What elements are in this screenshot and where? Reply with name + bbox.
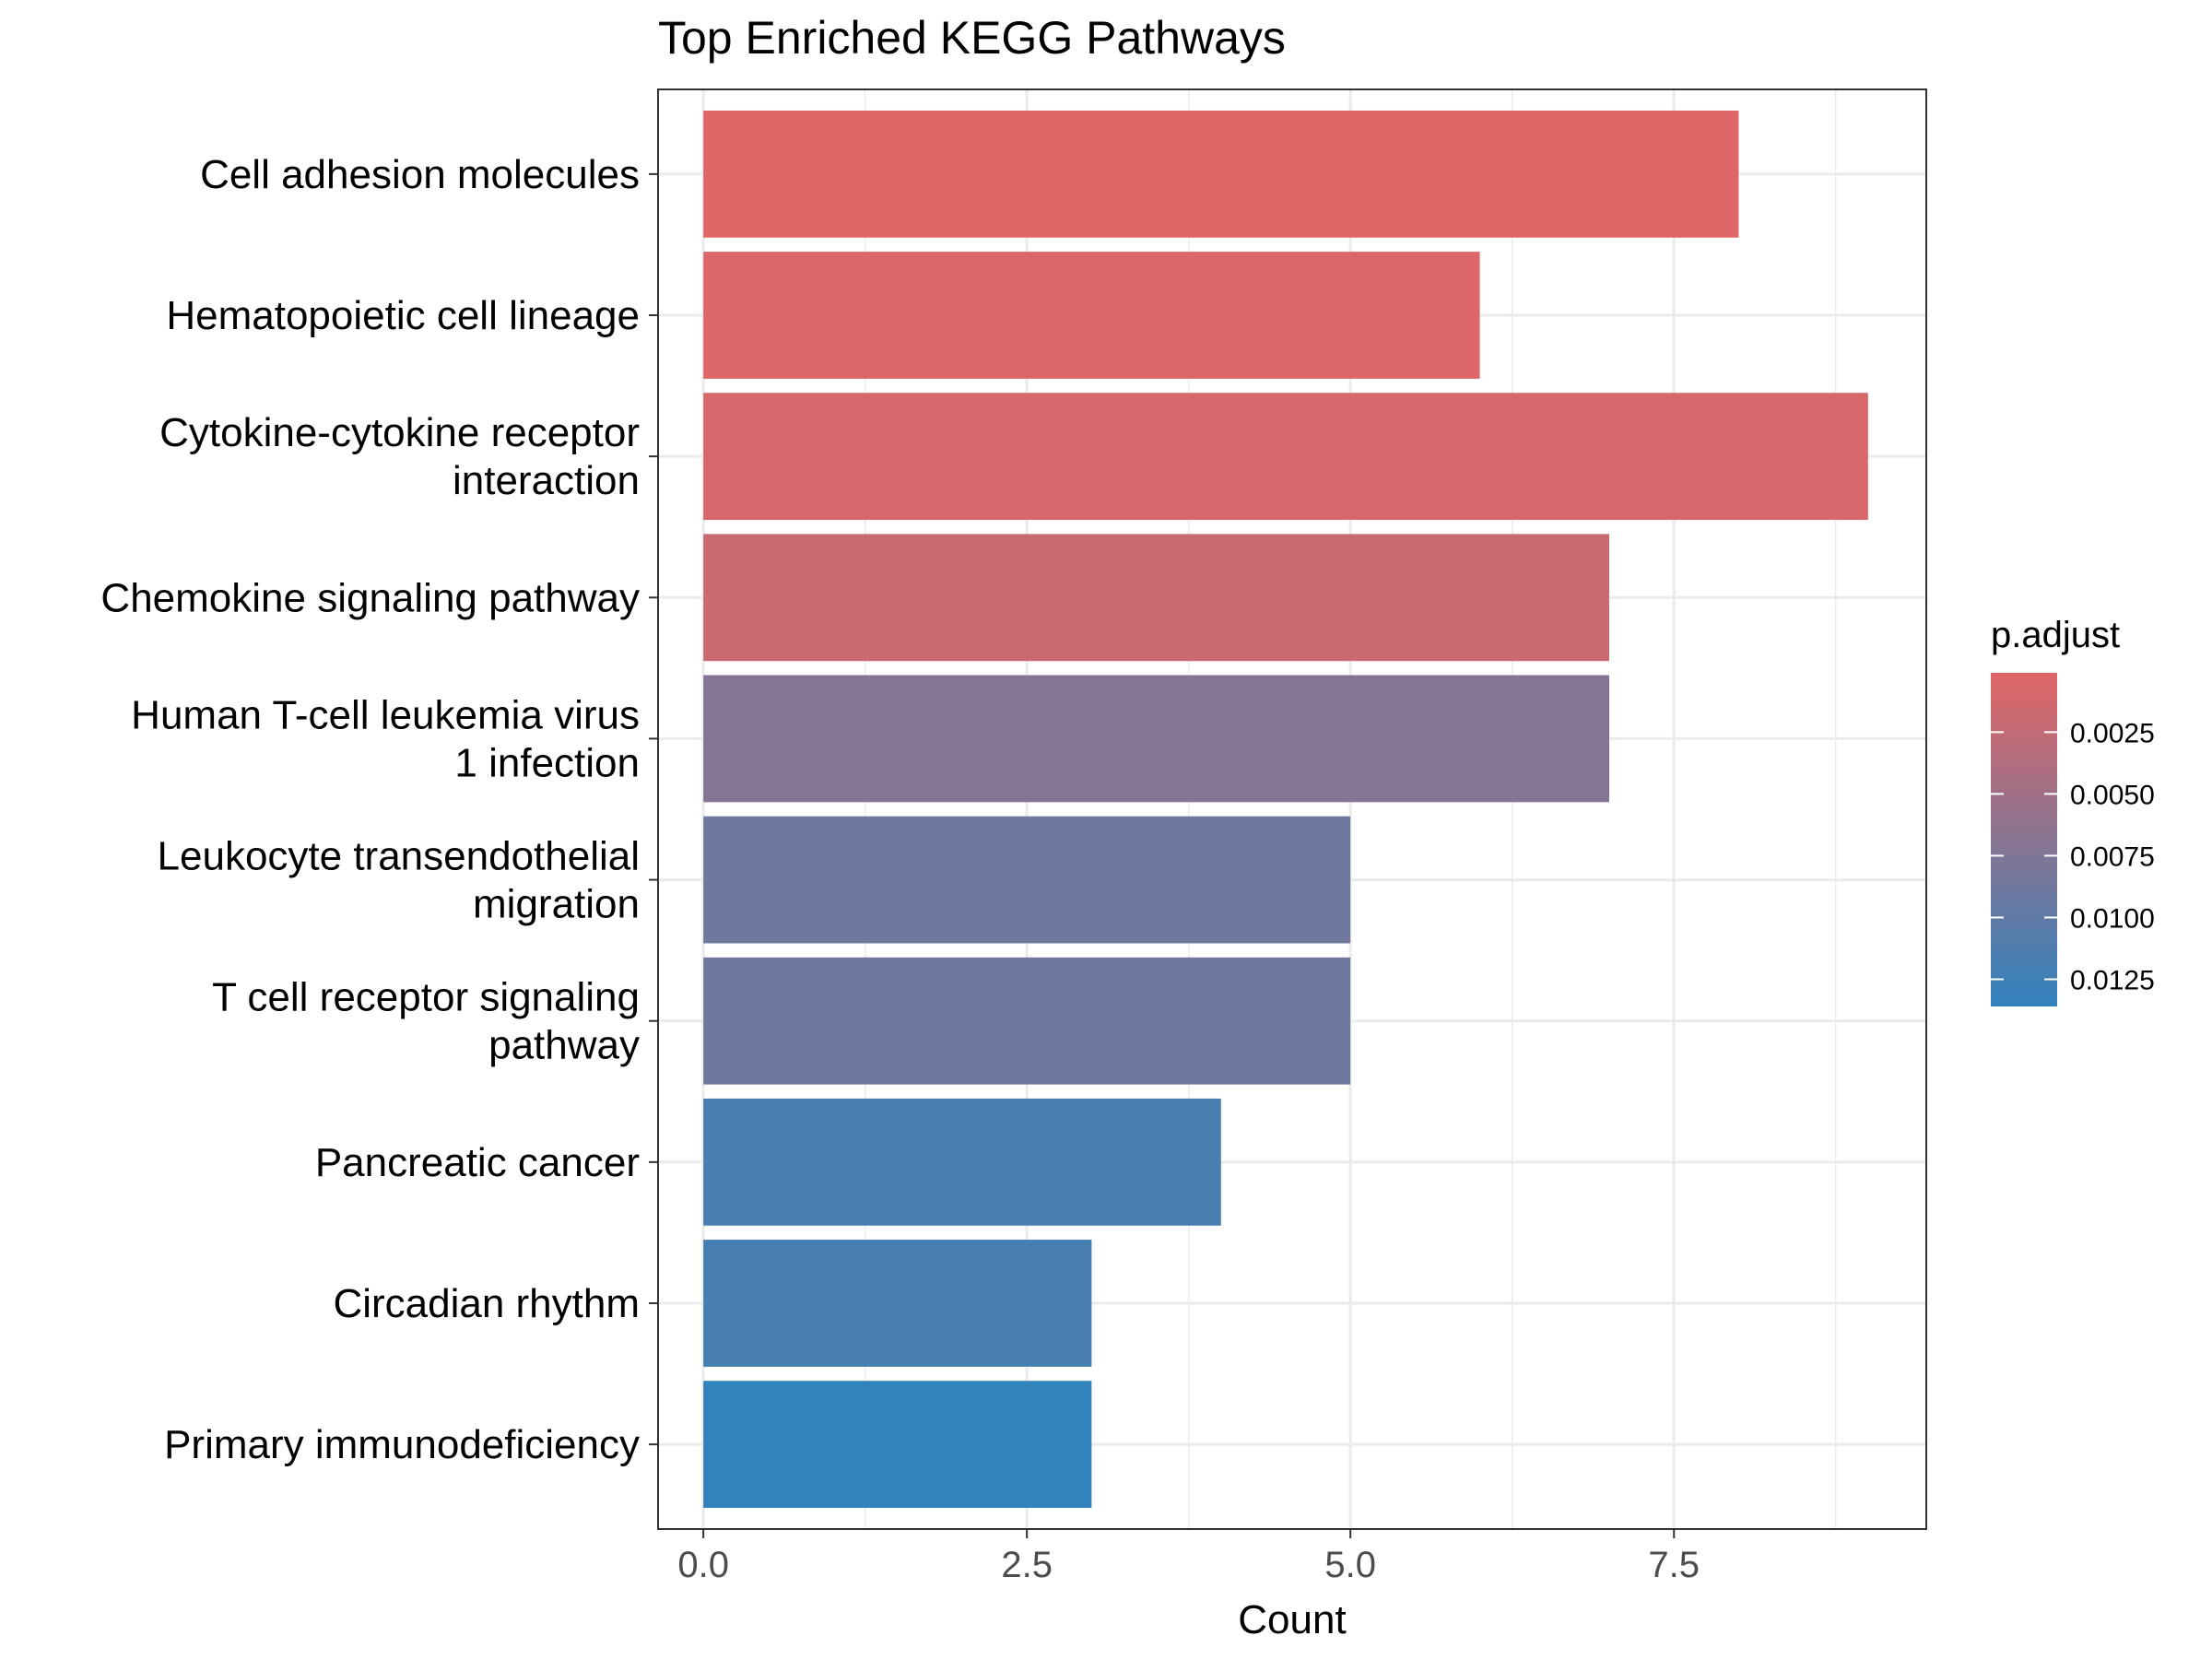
bar (703, 252, 1480, 379)
legend: p.adjust 0.0025 0.0050 0.0075 0.0100 0.0125 (1991, 615, 2155, 1006)
category-label-line: 1 infection (454, 740, 640, 785)
bar (703, 393, 1868, 521)
category-label: Cell adhesion molecules (200, 152, 640, 197)
category-label: Circadian rhythm (333, 1281, 640, 1326)
category-label: Hematopoietic cell lineage (166, 293, 640, 338)
category-label-line: migration (473, 882, 640, 927)
x-tick-label: 0.0 (677, 1545, 729, 1585)
category-label-line: Pancreatic cancer (315, 1140, 640, 1185)
category-label-line: interaction (453, 458, 640, 503)
bar (703, 1240, 1092, 1367)
category-label-line: Chemokine signaling pathway (100, 575, 640, 620)
x-tick-label: 5.0 (1324, 1545, 1376, 1585)
x-axis-title: Count (1238, 1597, 1346, 1642)
bar (703, 675, 1609, 803)
bar (703, 1098, 1221, 1226)
legend-tick-label: 0.0125 (2070, 966, 2155, 996)
category-label: T cell receptor signaling pathway (212, 975, 640, 1068)
category-label-line: Circadian rhythm (333, 1281, 640, 1326)
category-label: Cytokine-cytokine receptor interaction (159, 410, 640, 503)
panel-border (657, 88, 1927, 1530)
bar (703, 110, 1739, 238)
legend-tick-label: 0.0050 (2070, 780, 2155, 810)
category-label-line: Hematopoietic cell lineage (166, 293, 640, 338)
legend-tick-label: 0.0025 (2070, 718, 2155, 748)
legend-title: p.adjust (1991, 615, 2120, 655)
category-label-line: Cell adhesion molecules (200, 152, 640, 197)
x-tick-label: 7.5 (1648, 1545, 1700, 1585)
legend-tick-label: 0.0100 (2070, 903, 2155, 934)
legend-tick-label: 0.0075 (2070, 841, 2155, 872)
category-label-line: T cell receptor signaling (212, 975, 640, 1020)
category-label-line: Cytokine-cytokine receptor (159, 410, 640, 455)
bar (703, 957, 1351, 1085)
bar (703, 534, 1609, 662)
category-label-line: pathway (488, 1023, 640, 1068)
legend-colorbar (1991, 673, 2057, 1006)
category-label: Primary immunodeficiency (164, 1422, 640, 1467)
legend-ticks: 0.0025 0.0050 0.0075 0.0100 0.0125 (1991, 718, 2155, 996)
y-axis: Cell adhesion molecules Hematopoietic cel… (100, 152, 658, 1467)
category-label-line: Human T-cell leukemia virus (131, 692, 640, 737)
category-label: Chemokine signaling pathway (100, 575, 640, 620)
x-axis: 0.0 2.5 5.0 7.5 (677, 1529, 1700, 1585)
bar (703, 1381, 1092, 1509)
category-label-line: Leukocyte transendothelial (158, 834, 640, 879)
x-tick-label: 2.5 (1001, 1545, 1053, 1585)
category-label-line: Primary immunodeficiency (164, 1422, 640, 1467)
category-label: Human T-cell leukemia virus 1 infection (131, 692, 640, 785)
bar (703, 816, 1351, 944)
category-label: Pancreatic cancer (315, 1140, 640, 1185)
category-label: Leukocyte transendothelial migration (158, 834, 640, 927)
chart-title: Top Enriched KEGG Pathways (658, 12, 1286, 64)
bar-layer (703, 110, 1868, 1509)
